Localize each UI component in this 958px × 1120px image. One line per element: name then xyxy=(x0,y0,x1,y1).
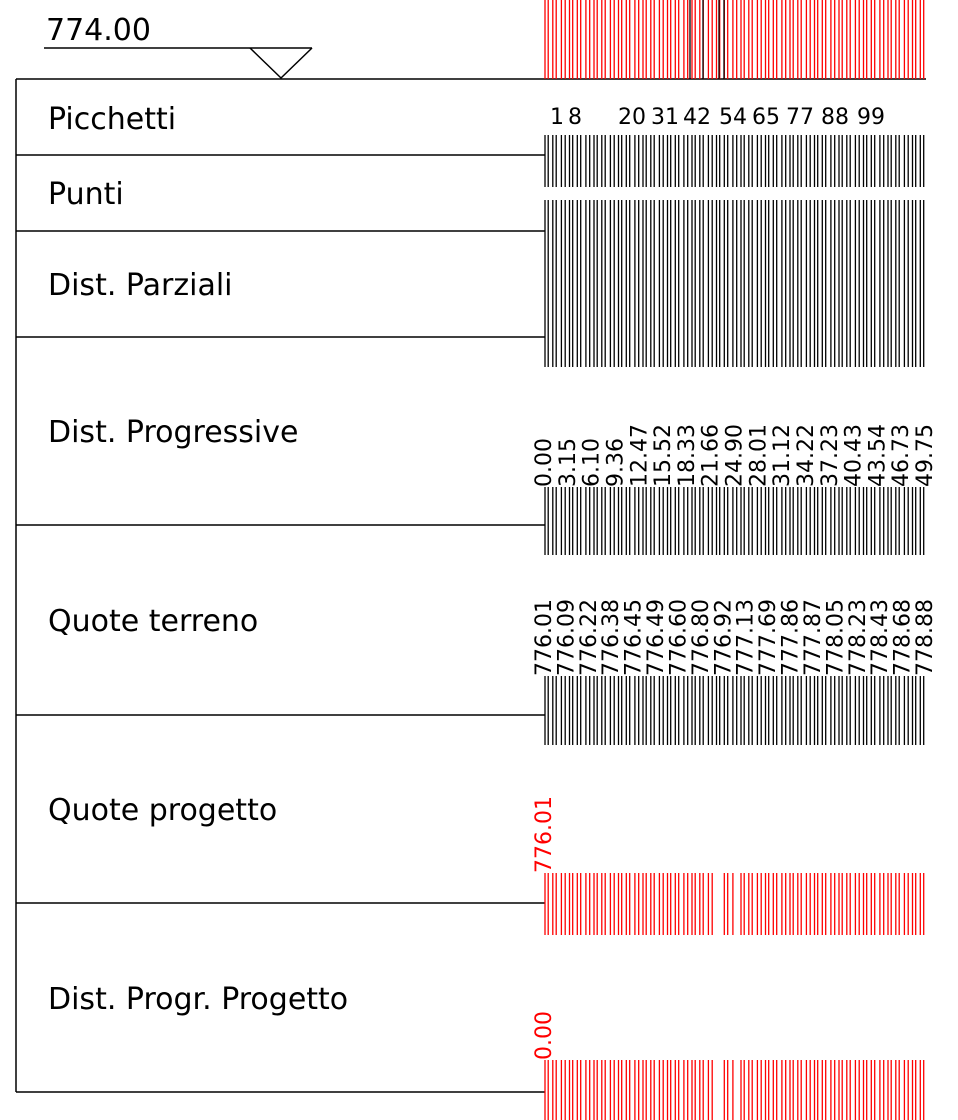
quote-terreno-label: 776.49 xyxy=(644,599,669,676)
row-label-quote-progetto: Quote progetto xyxy=(48,793,277,828)
quote-terreno-label: 776.45 xyxy=(622,599,647,676)
quote-terreno-label: 778.88 xyxy=(913,599,938,676)
quote-terreno-label: 778.05 xyxy=(823,599,848,676)
quote-terreno-label: 776.92 xyxy=(711,599,736,676)
dist-progressive-label: 12.47 xyxy=(627,424,652,487)
dist-progressive-label: 24.90 xyxy=(723,424,748,487)
quote-terreno-label: 776.38 xyxy=(599,599,624,676)
row-label-dist-parziali: Dist. Parziali xyxy=(48,268,233,303)
dist-progressive-label: 18.33 xyxy=(675,424,700,487)
quote-terreno-label: 777.86 xyxy=(779,599,804,676)
quote-progetto-labels: 776.01 xyxy=(532,796,557,873)
picchetti-labels: 1 8 20 31 42 54 65 77 88 99 xyxy=(550,105,885,130)
picchetto-label: 8 xyxy=(568,105,582,130)
dist-progressive-label: 46.73 xyxy=(889,424,914,487)
dist-progressive-label: 40.43 xyxy=(842,424,867,487)
dist-progressive-label: 28.01 xyxy=(746,424,771,487)
quote-terreno-label: 777.69 xyxy=(756,599,781,676)
dist-progressive-label: 43.54 xyxy=(865,424,890,487)
quote-terreno-labels: 776.01776.09776.22776.38776.45776.49776.… xyxy=(532,599,938,676)
quote-terreno-label: 778.23 xyxy=(846,599,871,676)
row-tick-marks xyxy=(544,135,925,1120)
dist-progressive-label: 34.22 xyxy=(794,424,819,487)
picchetto-label: 31 xyxy=(651,105,679,130)
row-label-quote-terreno: Quote terreno xyxy=(48,604,258,639)
dist-progressive-label: 15.52 xyxy=(651,424,676,487)
row-label-dist-progressive: Dist. Progressive xyxy=(48,415,298,450)
quote-terreno-label: 776.22 xyxy=(577,599,602,676)
profile-ticks-top xyxy=(544,0,925,79)
dist-progressive-label: 31.12 xyxy=(770,424,795,487)
quote-terreno-label: 776.80 xyxy=(689,599,714,676)
picchetto-label: 77 xyxy=(786,105,814,130)
dist-progressive-label: 9.36 xyxy=(603,438,628,487)
quote-progetto-label: 776.01 xyxy=(532,796,557,873)
dist-progr-progetto-label: 0.00 xyxy=(532,1011,557,1060)
row-label-punti: Punti xyxy=(48,177,124,212)
row-label-dist-progr-progetto: Dist. Progr. Progetto xyxy=(48,982,348,1017)
quote-terreno-label: 777.87 xyxy=(801,599,826,676)
picchetto-label: 54 xyxy=(719,105,747,130)
dist-progressive-label: 0.00 xyxy=(532,438,557,487)
dist-progressive-label: 49.75 xyxy=(913,424,938,487)
quote-terreno-label: 777.13 xyxy=(734,599,759,676)
dist-progressive-label: 21.66 xyxy=(699,424,724,487)
picchetto-label: 99 xyxy=(857,105,885,130)
picchetto-label: 65 xyxy=(752,105,780,130)
table-frame xyxy=(15,78,926,1093)
dist-progressive-label: 3.15 xyxy=(556,438,581,487)
dist-progr-progetto-labels: 0.00 xyxy=(532,1011,557,1060)
quote-terreno-label: 778.43 xyxy=(868,599,893,676)
datum-marker xyxy=(44,47,313,80)
datum-triangle-icon xyxy=(249,47,313,80)
quote-terreno-label: 778.68 xyxy=(891,599,916,676)
quote-terreno-label: 776.60 xyxy=(666,599,691,676)
picchetto-label: 42 xyxy=(683,105,711,130)
picchetto-label: 20 xyxy=(618,105,646,130)
quote-terreno-label: 776.01 xyxy=(532,599,557,676)
dist-progressive-label: 37.23 xyxy=(818,424,843,487)
picchetto-label: 1 xyxy=(550,105,564,130)
row-label-picchetti: Picchetti xyxy=(48,102,176,137)
dist-progressive-labels: 0.003.156.109.3612.4715.5218.3321.6624.9… xyxy=(532,424,938,487)
quote-terreno-label: 776.09 xyxy=(554,599,579,676)
dist-progressive-label: 6.10 xyxy=(580,438,605,487)
picchetto-label: 88 xyxy=(821,105,849,130)
datum-elevation-label: 774.00 xyxy=(46,13,151,48)
